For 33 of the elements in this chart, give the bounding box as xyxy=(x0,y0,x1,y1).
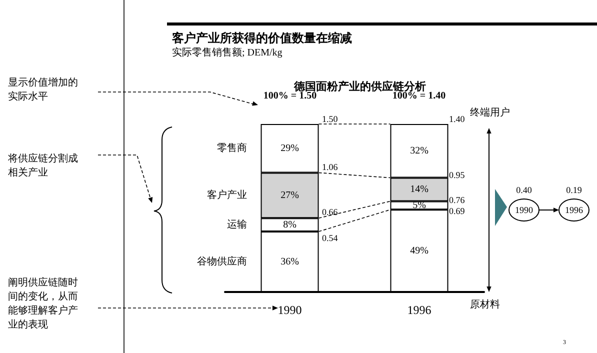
data-label: 27% xyxy=(280,190,299,201)
text: 将供应链分割成相关产业 xyxy=(7,152,78,178)
text: 0.19 xyxy=(566,185,582,195)
series-label: 零售商 xyxy=(216,142,247,154)
annotation: 0.76 xyxy=(449,195,466,205)
text: 德国面粉产业的供应链分析 xyxy=(293,80,426,93)
annotation: 1.06 xyxy=(322,162,338,172)
text: 终端用户 xyxy=(470,106,510,118)
data-label: 32% xyxy=(410,145,428,156)
text: 1996 xyxy=(565,205,584,215)
text: 100% = 1.50 xyxy=(263,90,317,102)
data-label: 36% xyxy=(280,256,299,268)
data-label: 8% xyxy=(283,219,296,230)
annotation: 0.95 xyxy=(449,170,466,180)
chart-subtitle: 实际零售销售额; DEM/kg xyxy=(172,46,282,58)
text: 1.40 xyxy=(449,114,466,124)
series-label: 运输 xyxy=(226,218,247,230)
text: 0.40 xyxy=(516,185,532,195)
chart-title: 客户产业所获得的价值数量在缩减 xyxy=(171,31,352,45)
annotation: 0.66 xyxy=(322,207,338,217)
data-label: 29% xyxy=(280,142,299,154)
text: 显示价值增加的实际水平 xyxy=(8,76,78,102)
text: 阐明供应链随时间的变化，从而能够理解客户产业的表现 xyxy=(8,276,78,330)
data-label: 49% xyxy=(410,245,428,256)
text: 原材料 xyxy=(470,298,500,310)
series-label: 客户产业 xyxy=(206,188,247,201)
text: 1990 xyxy=(515,205,534,215)
text: 100% = 1.40 xyxy=(392,90,446,102)
text: 1.50 xyxy=(322,114,338,124)
data-label: 14% xyxy=(410,184,428,196)
annotation: 0.69 xyxy=(449,206,466,216)
series-label: 谷物供应商 xyxy=(196,255,247,268)
annotation: 0.54 xyxy=(322,233,338,243)
